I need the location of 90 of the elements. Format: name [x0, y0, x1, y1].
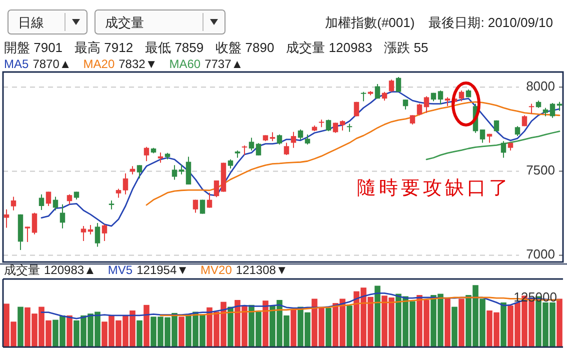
text: 121954▼: [136, 263, 189, 277]
candlestick: [136, 164, 142, 179]
text: MA60: [169, 57, 201, 71]
bar: [556, 298, 562, 347]
candlestick: [360, 91, 366, 102]
y-tick-label: 7000: [526, 246, 555, 262]
text: MA5: [4, 57, 29, 71]
candlestick: [102, 224, 108, 242]
text: 成交量 120983: [286, 40, 372, 55]
candlestick: [458, 90, 464, 102]
candlestick: [32, 212, 38, 235]
candlestick: [38, 194, 44, 211]
chart-title: 加權指數(#001): [325, 15, 415, 30]
candlestick: [416, 103, 422, 116]
text: 開盤 7901: [4, 40, 63, 55]
text: 120983▲: [44, 263, 96, 277]
candlestick: [10, 196, 16, 211]
candlestick: [214, 180, 220, 198]
candlestick: [122, 172, 128, 195]
candlestick: [46, 191, 52, 207]
bar: [290, 310, 296, 347]
bar: [262, 300, 268, 347]
text: 最低 7859: [145, 40, 204, 55]
bar: [66, 315, 72, 347]
candlestick: [550, 102, 556, 118]
candlestick: [52, 196, 58, 211]
candlestick: [284, 142, 290, 156]
candlestick: [116, 188, 122, 198]
candlestick: [192, 199, 198, 214]
candlestick: [172, 164, 178, 180]
candlestick: [326, 119, 332, 132]
candlestick: [424, 96, 430, 114]
line-series: [146, 101, 560, 206]
text: 7832▼: [118, 57, 158, 71]
candlestick: [340, 120, 346, 132]
bar: [346, 306, 352, 347]
bar: [18, 306, 24, 347]
bar: [458, 298, 464, 347]
candlestick: [438, 90, 444, 105]
candlestick: [290, 131, 296, 148]
text: 最高 7912: [74, 40, 134, 55]
candlestick: [206, 192, 212, 208]
candlestick: [248, 137, 254, 152]
candlestick: [186, 156, 192, 185]
annotation: 隨時要攻缺口了: [357, 177, 511, 199]
text: 成交量: [4, 263, 40, 277]
candlestick: [396, 76, 402, 92]
candlestick: [94, 222, 100, 248]
candlestick: [158, 152, 164, 164]
candlestick: [304, 134, 310, 145]
bar: [178, 316, 184, 347]
bar: [136, 320, 142, 347]
candlestick: [24, 226, 30, 242]
candlestick: [66, 194, 72, 205]
text: 漲跌 55: [384, 40, 428, 55]
candlestick: [402, 99, 408, 110]
bar: [228, 306, 234, 347]
text: MA20: [83, 57, 115, 71]
candlestick: [256, 142, 262, 156]
text: MV5: [108, 263, 133, 277]
candlestick: [480, 129, 486, 144]
candlestick: [528, 103, 534, 114]
candlestick: [60, 204, 66, 229]
text: 收盤 7890: [216, 40, 274, 55]
line-series: [426, 130, 560, 160]
text: 121308▼: [236, 263, 288, 277]
candlestick: [276, 134, 282, 145]
candlestick: [514, 126, 520, 137]
candlestick: [242, 144, 248, 156]
candlestick: [144, 146, 150, 162]
y-tick-label: 8000: [526, 78, 555, 94]
candlestick: [298, 129, 304, 140]
bar: [374, 286, 380, 347]
candlestick: [388, 79, 394, 92]
text: MV20: [200, 263, 232, 277]
text: 7870▲: [32, 57, 72, 71]
text: 7737▲: [204, 57, 244, 71]
chart-subtitle: 最後日期: 2010/09/10: [428, 15, 553, 30]
candlestick: [374, 83, 380, 100]
candlestick: [4, 208, 10, 228]
candlestick: [80, 226, 86, 242]
bar: [500, 302, 506, 347]
candlestick: [500, 140, 506, 158]
candlestick: [228, 158, 234, 170]
bar: [144, 304, 150, 347]
candlestick: [410, 114, 416, 125]
bar: [326, 308, 332, 347]
bar: [444, 298, 450, 347]
y-tick-label: 7500: [526, 162, 555, 178]
bar: [452, 306, 458, 347]
